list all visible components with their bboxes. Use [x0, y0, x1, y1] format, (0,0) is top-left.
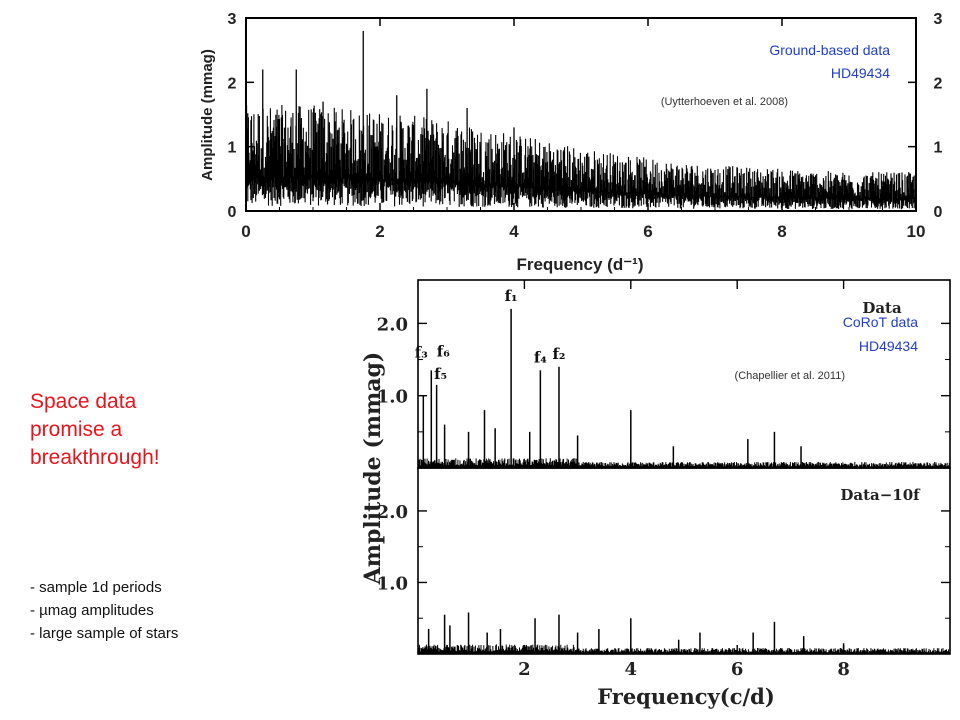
bullet-item: - large sample of stars [30, 625, 179, 642]
residual-panel-trace [417, 612, 951, 654]
y-axis-label: Amplitude (mmag) [199, 49, 216, 181]
citation: (Uytterhoeven et al. 2008) [661, 96, 788, 108]
headline-line-2: promise a [30, 418, 123, 441]
residual-panel-x-ticks: 2 4 6 8 [470, 280, 898, 680]
x-tick-label: 10 [907, 222, 926, 241]
peak-label: f₄ [534, 348, 547, 366]
x-tick-label: 8 [837, 659, 850, 680]
panel-residual-title: Data−10f [840, 486, 921, 504]
x-tick-label: 2 [375, 222, 384, 241]
corot-x-axis-label: Frequency(c/d) [597, 684, 775, 709]
y-tick-label-left: 2 [228, 75, 237, 92]
corot-annotation-line-1: CoRoT data [843, 314, 918, 330]
x-tick-label: 6 [643, 222, 652, 241]
noise-trace [245, 105, 917, 210]
peak-label: f₅ [434, 365, 447, 383]
bullet-item: - µmag amplitudes [30, 602, 154, 619]
x-tick-label: 4 [625, 659, 638, 680]
y-tick-label-left: 3 [228, 11, 237, 28]
x-axis-label: Frequency (d⁻¹) [516, 255, 643, 274]
x-tick-label: 8 [777, 222, 786, 241]
peak-labels: f₃ f₆ f₅ f₁ f₄ f₂ [415, 287, 566, 383]
corot-annotation-line-2: HD49434 [859, 338, 918, 354]
y-tick-label: 1.0 [377, 387, 408, 408]
periodogram-trace [245, 30, 917, 210]
data-panel-trace [417, 308, 951, 468]
x-tick-label: 2 [518, 659, 531, 680]
y-tick-label-right: 0 [934, 204, 943, 221]
x-tick-label: 4 [509, 222, 519, 241]
bullet-item: - sample 1d periods [30, 579, 162, 596]
x-tick-label: 0 [241, 222, 250, 241]
headline: Space data promise a breakthrough! [30, 388, 230, 472]
y-tick-label: 2.0 [377, 314, 408, 335]
data-panel-y-ticks: 1.0 2.0 [377, 314, 950, 433]
peak-label: f₆ [437, 342, 450, 360]
y-tick-label-left: 1 [228, 140, 237, 157]
y-tick-label: 1.0 [377, 573, 408, 594]
corot-citation: (Chapellier et al. 2011) [735, 370, 845, 382]
annotation-line-1: Ground-based data [769, 42, 890, 58]
noise-trace [417, 644, 951, 654]
y-tick-label: 2.0 [377, 502, 408, 523]
peak-label: f₃ [415, 344, 428, 362]
y-tick-label-right: 1 [934, 140, 943, 157]
headline-line-3: breakthrough! [30, 446, 160, 469]
bullet-list: - sample 1d periods - µmag amplitudes - … [30, 576, 178, 645]
annotation-line-2: HD49434 [831, 65, 890, 81]
x-ticks: 0 2 4 6 8 10 [241, 18, 925, 241]
peak-label: f₂ [552, 345, 565, 363]
corot-y-axis-label: Amplitude (mmag) [360, 352, 386, 586]
peak-label: f₁ [505, 287, 518, 305]
y-tick-label-right: 2 [934, 75, 943, 92]
residual-panel-y-ticks: 1.0 2.0 [377, 502, 950, 619]
y-tick-label-left: 0 [228, 204, 237, 221]
noise-trace [417, 458, 951, 468]
y-ticks: 0 0 1 1 2 2 3 3 [228, 11, 943, 221]
x-tick-label: 6 [731, 659, 744, 680]
panel-data-title: Data [862, 299, 902, 317]
y-tick-label-right: 3 [934, 11, 943, 28]
headline-line-1: Space data [30, 390, 137, 413]
